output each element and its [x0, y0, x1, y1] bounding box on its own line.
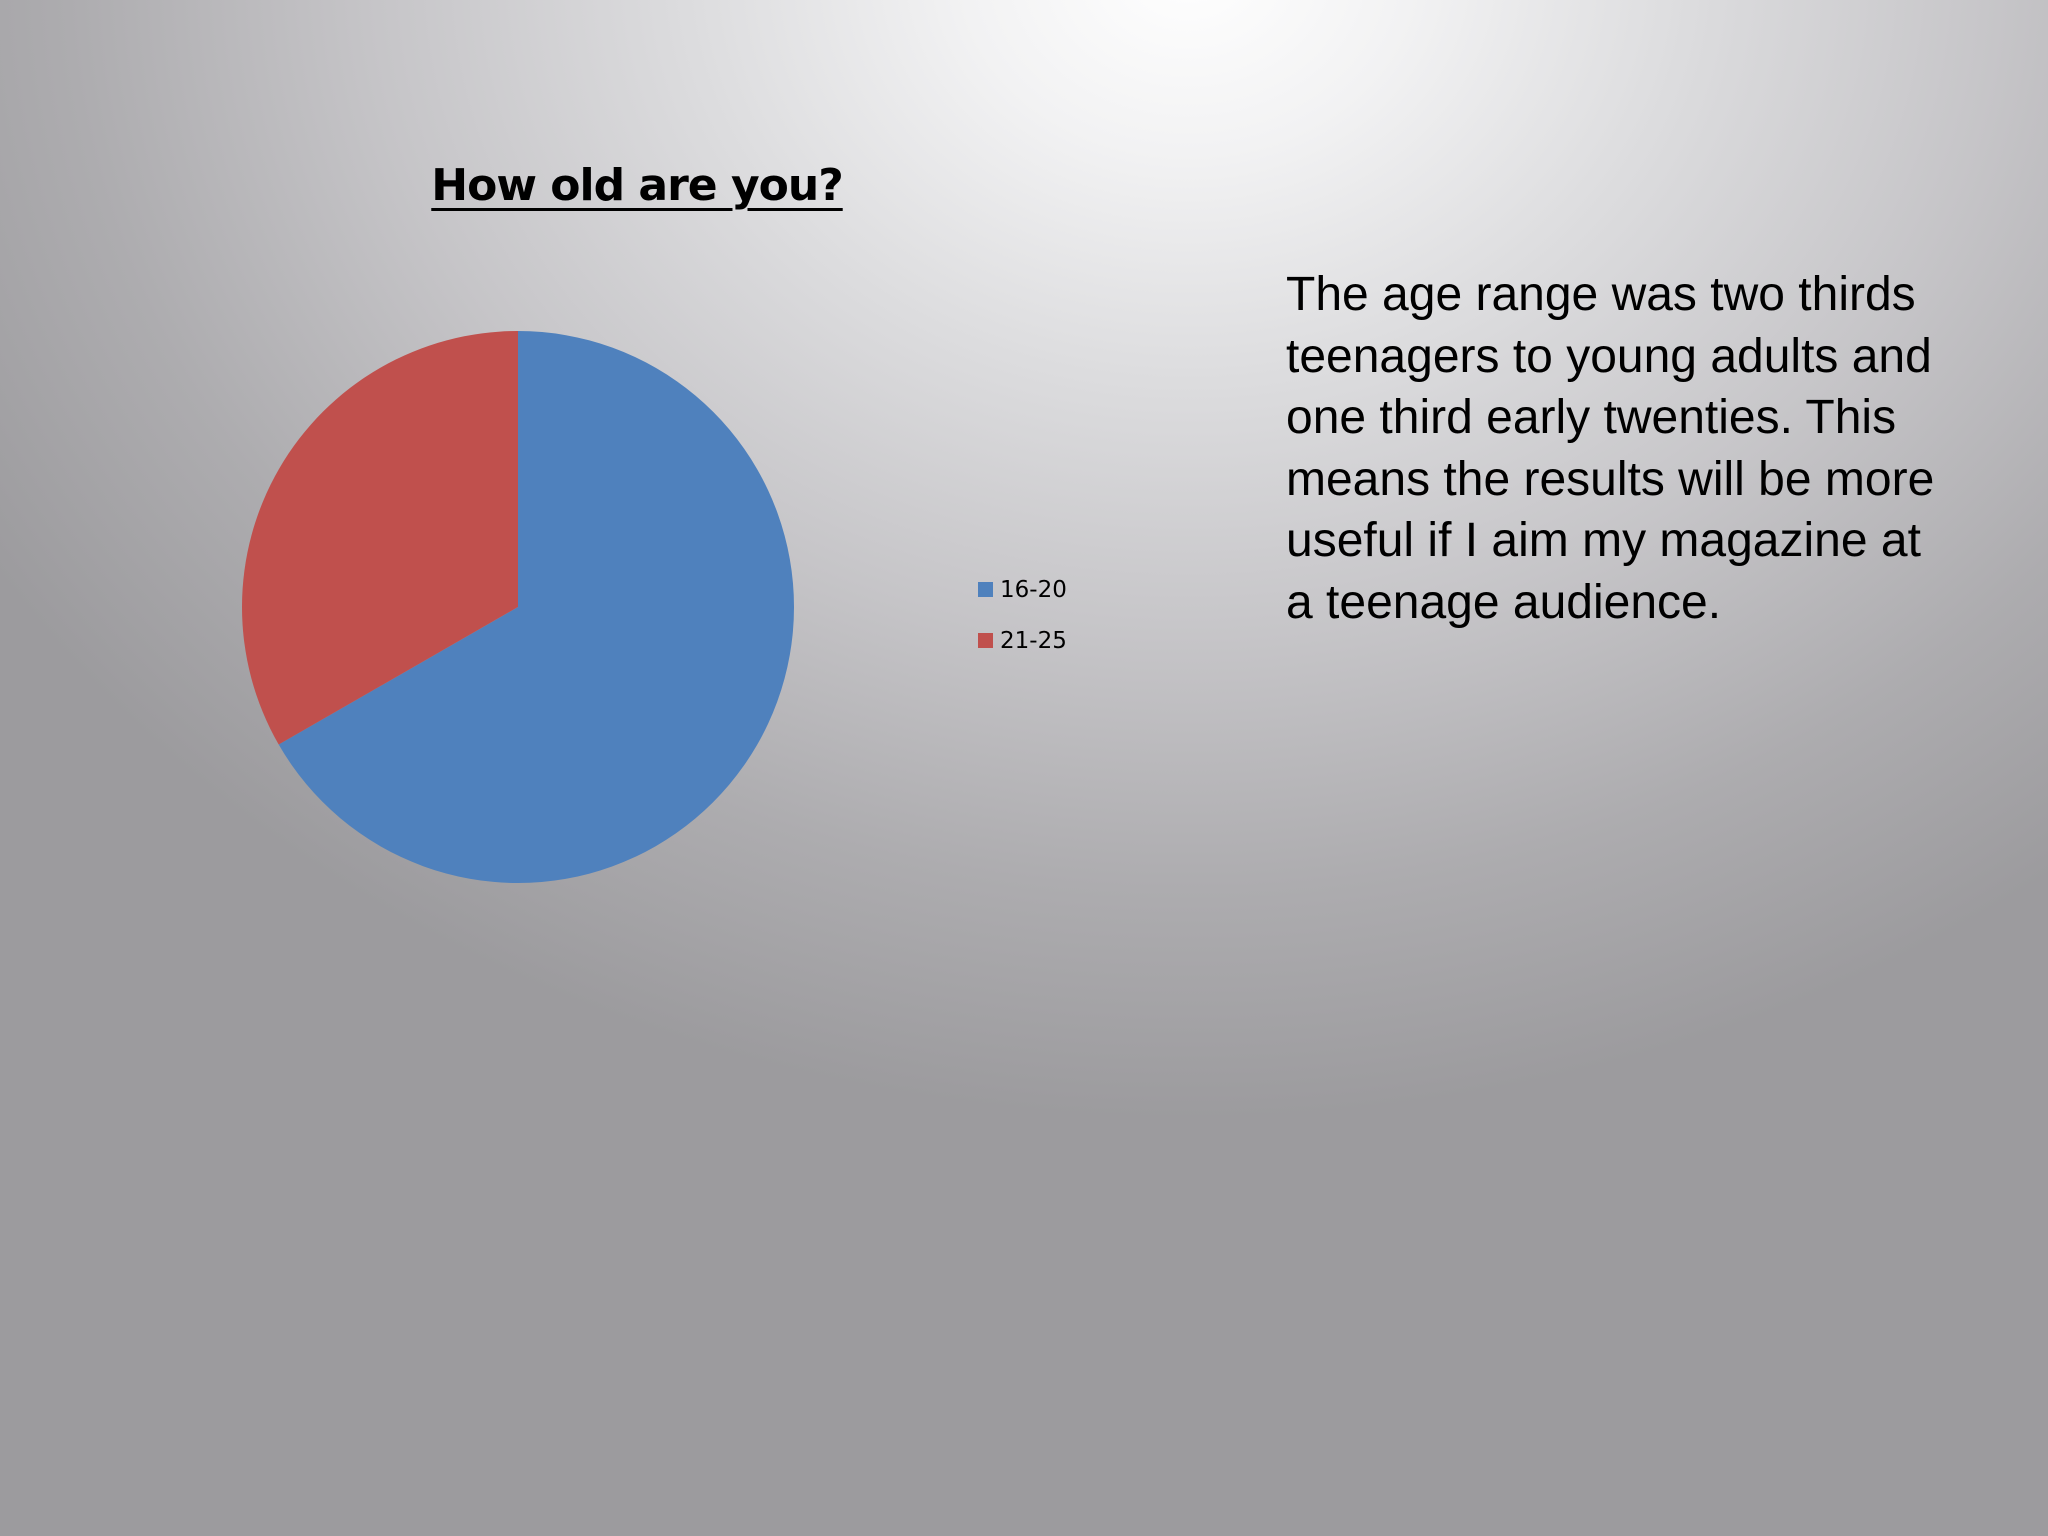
- chart-title: How old are you?: [431, 160, 843, 211]
- chart-legend: 16-20 21-25: [978, 564, 1067, 666]
- analysis-text: The age range was two thirds teenagers t…: [1286, 268, 1935, 629]
- legend-label-16-20: 16-20: [1000, 576, 1067, 603]
- legend-item-16-20: 16-20: [978, 564, 1067, 615]
- legend-label-21-25: 21-25: [1000, 627, 1067, 654]
- legend-item-21-25: 21-25: [978, 615, 1067, 666]
- legend-swatch-16-20: [978, 582, 993, 597]
- pie-slice-21-25: [241, 331, 518, 745]
- pie-slice-16-20: [278, 331, 795, 883]
- legend-swatch-21-25: [978, 633, 993, 648]
